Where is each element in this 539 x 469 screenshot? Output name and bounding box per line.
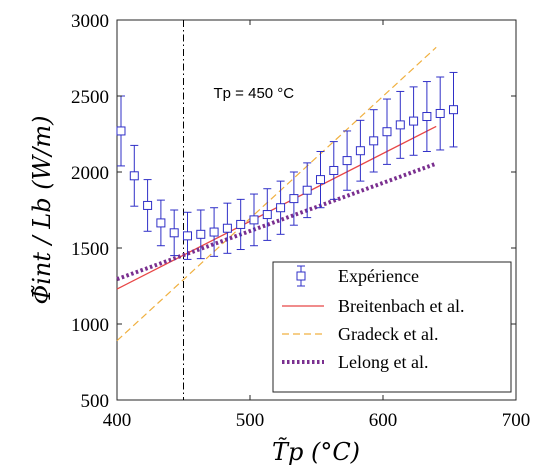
annotation-text: Tp = 450 °C bbox=[214, 85, 295, 102]
legend-entry-2: Gradeck et al. bbox=[282, 324, 438, 344]
data-marker bbox=[355, 146, 365, 156]
data-marker bbox=[222, 223, 232, 233]
errorbar-point bbox=[116, 95, 126, 167]
y-tick-label: 2000 bbox=[71, 163, 109, 184]
errorbar-point bbox=[422, 81, 432, 152]
y-axis-label: Φ̃int / Lb (W/m) bbox=[28, 116, 56, 305]
errorbar-point bbox=[355, 119, 365, 182]
x-tick-label: 500 bbox=[236, 410, 265, 431]
errorbar-point bbox=[209, 207, 219, 257]
errorbar-point bbox=[369, 109, 379, 173]
x-tick-label: 700 bbox=[502, 410, 531, 431]
data-marker bbox=[236, 219, 246, 229]
errorbar-point bbox=[302, 162, 312, 219]
errorbar-point bbox=[382, 98, 392, 165]
y-tick-label: 1500 bbox=[71, 239, 109, 260]
data-marker bbox=[129, 171, 139, 181]
errorbar-point bbox=[448, 71, 458, 148]
errorbar-point bbox=[276, 180, 286, 235]
y-axis-ticks: 500 1000 1500 2000 2500 3000 bbox=[71, 11, 516, 412]
errorbar-point bbox=[182, 211, 192, 260]
data-marker bbox=[116, 126, 126, 136]
legend-label-3: Lelong et al. bbox=[338, 352, 428, 372]
errorbar-point bbox=[342, 130, 352, 191]
data-marker bbox=[329, 165, 339, 175]
legend-box bbox=[272, 261, 512, 393]
legend-entry-3: Lelong et al. bbox=[282, 352, 428, 372]
data-marker bbox=[435, 108, 445, 118]
legend-label-0: Expérience bbox=[338, 266, 419, 286]
errorbar-point bbox=[435, 76, 445, 151]
legend-entry-1: Breitenbach et al. bbox=[282, 296, 464, 316]
errorbar-point bbox=[129, 144, 139, 207]
data-marker bbox=[276, 203, 286, 213]
data-marker bbox=[249, 215, 259, 225]
y-tick-label: 2500 bbox=[71, 87, 109, 108]
data-marker bbox=[182, 231, 192, 241]
errorbar-point bbox=[315, 150, 325, 209]
errorbar-point bbox=[156, 199, 166, 247]
legend-entry-0: Expérience bbox=[296, 265, 419, 287]
x-tick-label: 600 bbox=[369, 410, 398, 431]
errorbar-point bbox=[249, 193, 259, 247]
series-line-2 bbox=[116, 46, 437, 342]
data-marker bbox=[369, 136, 379, 146]
errorbar-series bbox=[116, 71, 458, 260]
series-line-3 bbox=[116, 161, 437, 282]
legend: Expérience Breitenbach et al. Gradeck et a… bbox=[272, 261, 512, 393]
data-marker bbox=[169, 228, 179, 238]
legend-label-2: Gradeck et al. bbox=[338, 324, 438, 344]
data-marker bbox=[448, 105, 458, 115]
errorbar-point bbox=[409, 86, 419, 156]
errorbar-point bbox=[289, 171, 299, 226]
errorbar-point bbox=[143, 179, 153, 232]
y-tick-label: 3000 bbox=[71, 11, 109, 32]
x-tick-label: 400 bbox=[103, 410, 132, 431]
y-tick-label: 1000 bbox=[71, 315, 109, 336]
errorbar-point bbox=[262, 188, 272, 241]
data-marker bbox=[409, 116, 419, 126]
data-marker bbox=[196, 229, 206, 239]
data-marker bbox=[342, 156, 352, 166]
data-marker bbox=[289, 194, 299, 204]
errorbar-point bbox=[329, 141, 339, 200]
data-marker bbox=[262, 210, 272, 220]
data-marker bbox=[156, 218, 166, 228]
data-marker bbox=[422, 112, 432, 122]
legend-label-1: Breitenbach et al. bbox=[338, 296, 464, 316]
errorbar-point bbox=[395, 90, 405, 159]
y-tick-label: 500 bbox=[81, 391, 110, 412]
errorbar-point bbox=[236, 198, 246, 251]
x-axis-label: T̃p (°C) bbox=[272, 438, 360, 466]
errorbar-point bbox=[222, 202, 232, 254]
data-marker bbox=[315, 175, 325, 185]
x-axis-ticks: 400 500 600 700 bbox=[103, 20, 531, 431]
data-marker bbox=[382, 127, 392, 137]
data-marker bbox=[209, 227, 219, 237]
errorbar-point bbox=[196, 209, 206, 260]
data-marker bbox=[395, 120, 405, 130]
data-marker bbox=[143, 200, 153, 210]
data-marker bbox=[302, 185, 312, 195]
errorbar-point bbox=[169, 209, 179, 257]
